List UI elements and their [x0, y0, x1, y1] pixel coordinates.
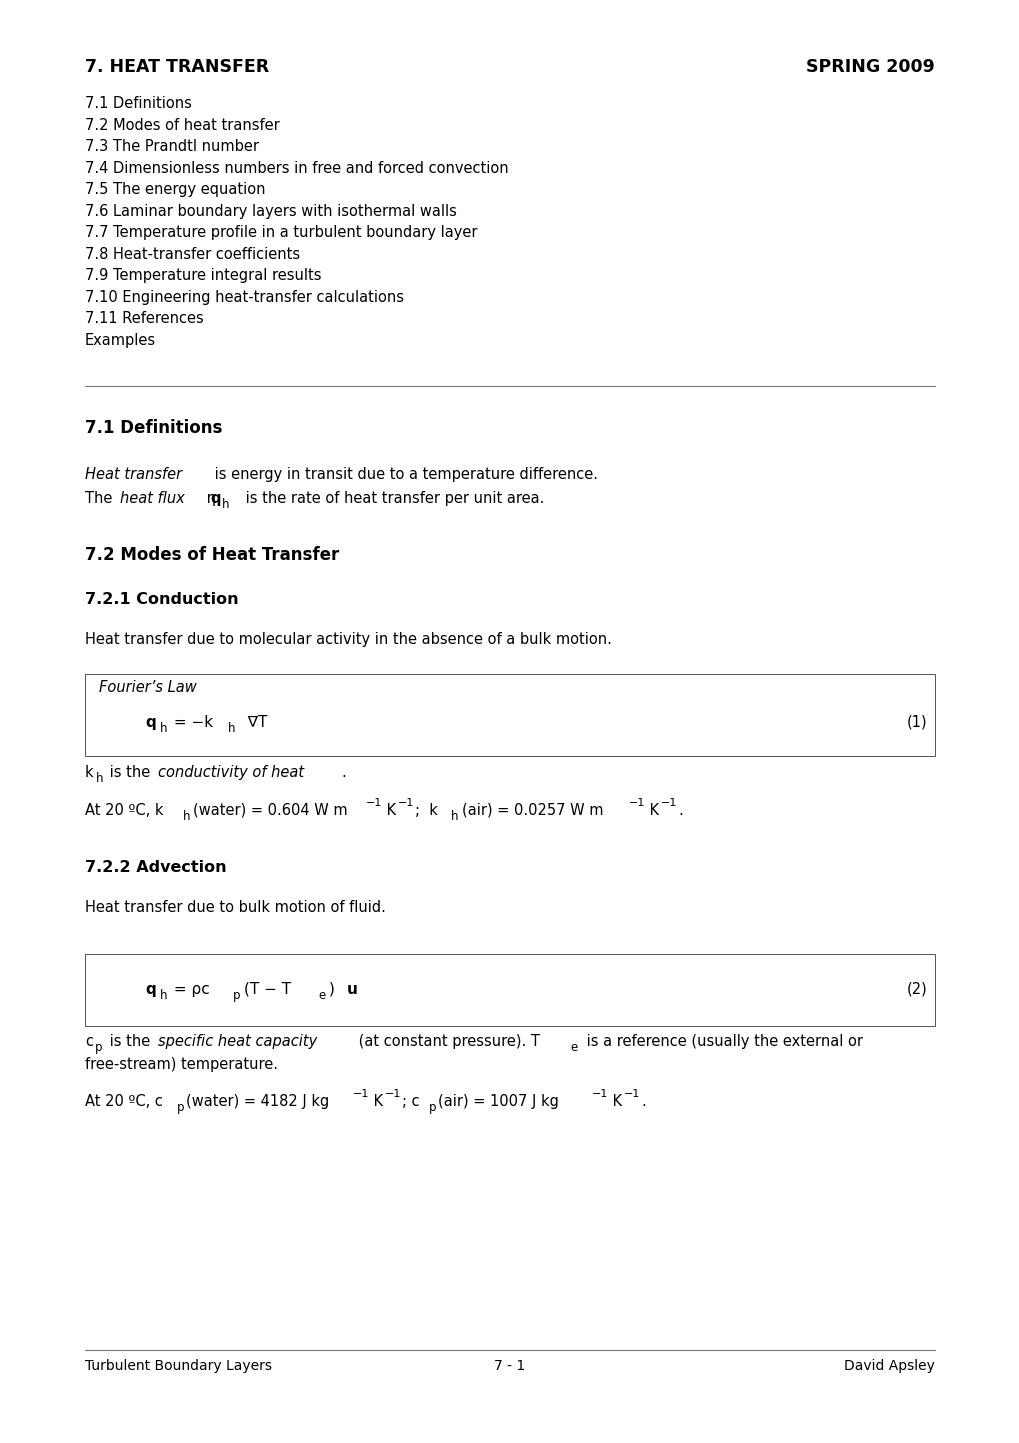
Text: (at constant pressure). T: (at constant pressure). T — [354, 1033, 539, 1049]
Text: p: p — [95, 1040, 102, 1053]
Text: (air) = 1007 J kg: (air) = 1007 J kg — [437, 1094, 558, 1110]
Text: u: u — [346, 981, 358, 997]
Text: SPRING 2009: SPRING 2009 — [805, 58, 934, 76]
Text: 7.8 Heat-transfer coefficients: 7.8 Heat-transfer coefficients — [85, 247, 300, 261]
Text: −1: −1 — [384, 1089, 401, 1100]
Text: 7.4 Dimensionless numbers in free and forced convection: 7.4 Dimensionless numbers in free and fo… — [85, 160, 508, 176]
Text: h: h — [96, 772, 103, 785]
Text: David Apsley: David Apsley — [844, 1359, 934, 1372]
Text: free-stream) temperature.: free-stream) temperature. — [85, 1058, 278, 1072]
Bar — [85, 954, 934, 1026]
Text: 7.1 Definitions: 7.1 Definitions — [85, 418, 222, 437]
Text: K: K — [644, 802, 658, 818]
Text: ∇T: ∇T — [237, 714, 267, 730]
Text: ;  k: ; k — [415, 802, 437, 818]
Text: q: q — [145, 981, 156, 997]
Text: = ρc: = ρc — [169, 981, 210, 997]
Text: .: . — [340, 765, 345, 779]
Text: 7.9 Temperature integral results: 7.9 Temperature integral results — [85, 268, 321, 283]
Text: e: e — [570, 1040, 577, 1053]
Text: At 20 ºC, c: At 20 ºC, c — [85, 1094, 163, 1110]
Text: conductivity of heat: conductivity of heat — [158, 765, 304, 779]
Text: 7.11 References: 7.11 References — [85, 312, 204, 326]
Text: At 20 ºC, k: At 20 ºC, k — [85, 802, 163, 818]
Text: 7.2.1 Conduction: 7.2.1 Conduction — [85, 592, 238, 606]
Text: h: h — [159, 722, 167, 734]
Text: .: . — [678, 802, 682, 818]
Text: h: h — [228, 722, 235, 734]
Text: −1: −1 — [629, 798, 645, 808]
Text: (water) = 4182 J kg: (water) = 4182 J kg — [186, 1094, 329, 1110]
Text: K: K — [382, 802, 395, 818]
Bar — [85, 674, 934, 756]
Text: ): ) — [329, 981, 334, 997]
Text: K: K — [607, 1094, 622, 1110]
Text: q: q — [210, 491, 220, 505]
Text: is the: is the — [105, 1033, 155, 1049]
Text: h: h — [221, 498, 229, 511]
Text: heat flux: heat flux — [120, 491, 184, 505]
Text: specific heat capacity: specific heat capacity — [158, 1033, 317, 1049]
Text: 7 - 1: 7 - 1 — [494, 1359, 525, 1372]
Text: e: e — [318, 988, 325, 1001]
Text: .: . — [640, 1094, 645, 1110]
Text: η: η — [202, 491, 216, 505]
Text: The: The — [85, 491, 117, 505]
Text: Heat transfer: Heat transfer — [85, 468, 182, 482]
Text: −1: −1 — [353, 1089, 369, 1100]
Text: Heat transfer due to molecular activity in the absence of a bulk motion.: Heat transfer due to molecular activity … — [85, 632, 611, 646]
Text: = −k: = −k — [169, 714, 213, 730]
Text: 7.7 Temperature profile in a turbulent boundary layer: 7.7 Temperature profile in a turbulent b… — [85, 225, 477, 240]
Text: p: p — [176, 1101, 183, 1114]
Text: (1): (1) — [906, 714, 926, 730]
Text: h: h — [182, 810, 191, 823]
Text: (air) = 0.0257 W m: (air) = 0.0257 W m — [462, 802, 603, 818]
Text: h: h — [450, 810, 459, 823]
Text: is a reference (usually the external or: is a reference (usually the external or — [582, 1033, 862, 1049]
Text: is energy in transit due to a temperature difference.: is energy in transit due to a temperatur… — [210, 468, 597, 482]
Text: Heat transfer due to bulk motion of fluid.: Heat transfer due to bulk motion of flui… — [85, 899, 385, 915]
Text: 7.10 Engineering heat-transfer calculations: 7.10 Engineering heat-transfer calculati… — [85, 290, 404, 304]
Text: 7.6 Laminar boundary layers with isothermal walls: 7.6 Laminar boundary layers with isother… — [85, 203, 457, 218]
Text: c: c — [85, 1033, 93, 1049]
Text: 7.5 The energy equation: 7.5 The energy equation — [85, 182, 265, 198]
Text: 7.1 Definitions: 7.1 Definitions — [85, 97, 192, 111]
Text: k: k — [85, 765, 94, 779]
Text: Turbulent Boundary Layers: Turbulent Boundary Layers — [85, 1359, 272, 1372]
Text: q: q — [145, 714, 156, 730]
Text: −1: −1 — [624, 1089, 640, 1100]
Text: p: p — [429, 1101, 436, 1114]
Text: (water) = 0.604 W m: (water) = 0.604 W m — [193, 802, 347, 818]
Text: K: K — [369, 1094, 383, 1110]
Text: Fourier’s Law: Fourier’s Law — [99, 680, 197, 694]
Text: h: h — [159, 988, 167, 1001]
Text: −1: −1 — [660, 798, 677, 808]
Text: p: p — [232, 988, 240, 1001]
Text: −1: −1 — [591, 1089, 607, 1100]
Text: −1: −1 — [366, 798, 382, 808]
Text: 7. HEAT TRANSFER: 7. HEAT TRANSFER — [85, 58, 269, 76]
Text: (2): (2) — [905, 981, 926, 997]
Text: 7.2 Modes of heat transfer: 7.2 Modes of heat transfer — [85, 117, 279, 133]
Text: 7.2 Modes of Heat Transfer: 7.2 Modes of Heat Transfer — [85, 545, 339, 564]
Text: (T − T: (T − T — [244, 981, 290, 997]
Text: is the rate of heat transfer per unit area.: is the rate of heat transfer per unit ar… — [240, 491, 544, 505]
Text: Examples: Examples — [85, 332, 156, 348]
Text: −1: −1 — [397, 798, 414, 808]
Text: ; c: ; c — [401, 1094, 419, 1110]
Text: 7.2.2 Advection: 7.2.2 Advection — [85, 860, 226, 874]
Text: is the: is the — [105, 765, 155, 779]
Text: 7.3 The Prandtl number: 7.3 The Prandtl number — [85, 139, 259, 154]
